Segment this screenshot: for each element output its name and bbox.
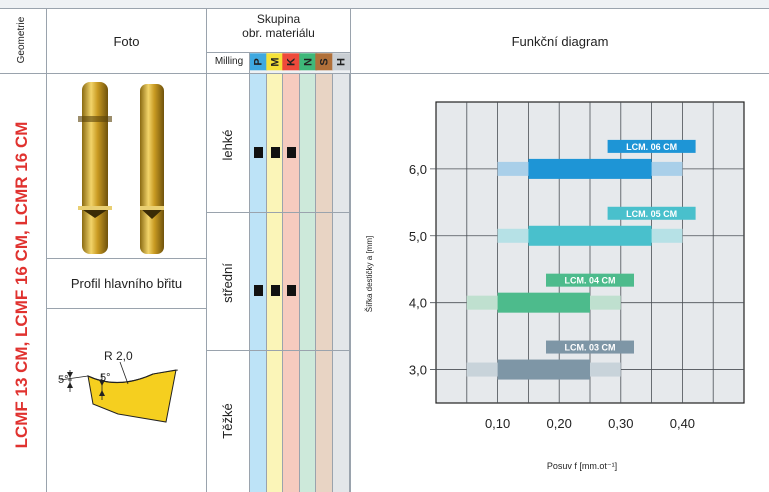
geometry-header-cell (0, 8, 46, 73)
insert-photo-side (140, 84, 164, 254)
material-column-k (283, 74, 300, 492)
material-column-s (316, 74, 333, 492)
material-column-m (266, 74, 284, 492)
group-header-line2: obr. materiálu (242, 26, 315, 40)
profile-radius-label: R 2,0 (104, 349, 133, 363)
x-tick-label: 0,30 (608, 416, 633, 431)
series-label-box (546, 340, 634, 354)
suitability-mark (270, 147, 280, 158)
suitability-mark (287, 285, 297, 296)
material-column-p (250, 74, 267, 492)
series-label: LCM. 04 CM (564, 276, 615, 286)
photo-header: Foto (113, 34, 140, 49)
group-header-cell (207, 8, 350, 52)
suitability-mark (270, 285, 280, 296)
profile-angle-right: 5° (100, 372, 111, 384)
operation-heavy: Těžké (220, 403, 235, 439)
diagram-header-cell (351, 8, 769, 73)
optimal-bar (497, 292, 590, 313)
optimal-bar (528, 225, 652, 246)
milling-label: Milling (214, 56, 244, 67)
operation-medium: střední (220, 263, 235, 303)
operation-label-column (207, 74, 249, 492)
photo-header-cell (47, 8, 206, 73)
profile-label-cell (47, 259, 206, 308)
suitability-mark (287, 147, 297, 158)
insert-photo-front (78, 82, 112, 254)
optimal-bar (528, 158, 652, 179)
group-header-line1: Skupina (256, 12, 301, 26)
material-header-p: P (249, 53, 268, 71)
series-label: LCM. 03 CM (564, 343, 615, 353)
x-tick-label: 0,20 (547, 416, 572, 431)
function-diagram: LCM. 06 CM LCM. 05 CM LCM. 04 CM LCM. 03 CM… (409, 101, 745, 431)
series-label-box (607, 206, 696, 220)
insert-photos (78, 82, 164, 254)
geometry-header: Geometrie (16, 16, 27, 64)
diagram-header: Funkční diagram (511, 34, 609, 49)
series-label: LCM. 06 CM (626, 142, 677, 152)
series-label: LCM. 05 CM (626, 209, 677, 219)
series-label-box (546, 273, 634, 287)
suitability-mark (254, 285, 263, 296)
product-title: LCMF 13 CM, LCMF 16 CM, LCMR 16 CM (12, 121, 31, 449)
y-tick-label: 4,0 (409, 296, 427, 311)
x-tick-label: 0,40 (670, 416, 695, 431)
material-column-n (299, 74, 317, 492)
optimal-bar (497, 359, 590, 380)
x-axis-label: Posuv f [mm.ot⁻¹] (546, 461, 618, 471)
material-column-h (333, 74, 350, 492)
geometry-title-cell (0, 74, 46, 492)
y-tick-label: 3,0 (409, 363, 427, 378)
photo-cell (47, 74, 206, 258)
milling-header-cell (207, 52, 249, 73)
series-label-box (607, 139, 696, 153)
y-tick-label: 5,0 (409, 229, 427, 244)
material-header-s: S (315, 53, 334, 71)
y-tick-label: 6,0 (409, 162, 427, 177)
profile-label: Profil hlavního břitu (70, 276, 183, 291)
suitability-mark (254, 147, 263, 158)
cutting-edge-profile (59, 361, 179, 423)
operation-light: lehké (220, 129, 235, 161)
x-tick-label: 0,10 (485, 416, 510, 431)
material-header-k: K (282, 53, 301, 71)
material-header-m: M (265, 53, 284, 71)
profile-angle-left: 5° (58, 374, 69, 386)
material-header-h: H (332, 53, 351, 71)
